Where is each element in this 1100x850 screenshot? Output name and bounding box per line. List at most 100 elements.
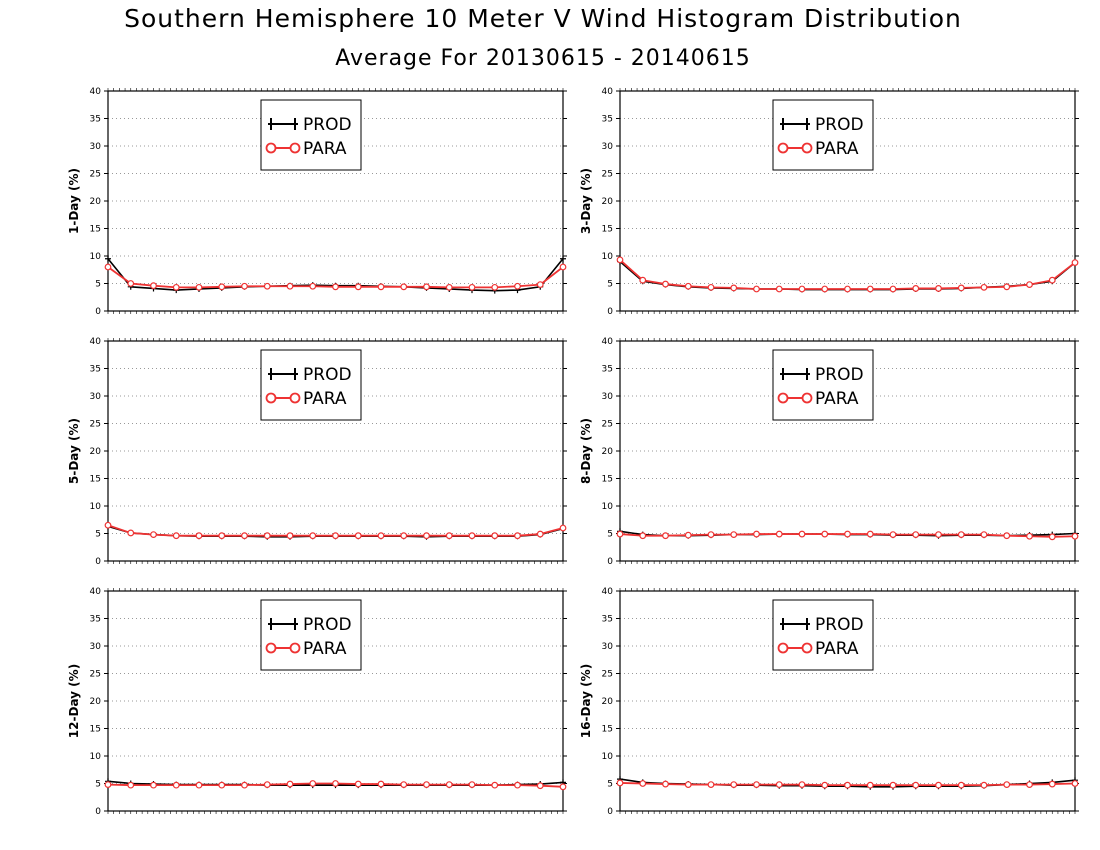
- data-point-para: [935, 285, 942, 292]
- data-point-para: [1026, 532, 1033, 540]
- data-point-para: [332, 283, 339, 291]
- data-point-para: [241, 532, 248, 540]
- data-point-para: [821, 285, 829, 293]
- y-tick-label: 40: [602, 87, 614, 97]
- y-tick-label: 5: [95, 530, 101, 540]
- data-point-para: [400, 532, 408, 540]
- y-tick-label: 20: [90, 697, 102, 707]
- legend-marker-para: [801, 142, 813, 154]
- y-tick-label: 30: [602, 392, 614, 402]
- data-point-para: [957, 284, 965, 292]
- y-axis-label: 1-Day (%): [67, 168, 81, 234]
- data-point-para: [150, 282, 157, 290]
- y-tick-label: 5: [95, 780, 101, 790]
- data-point-para: [559, 263, 567, 271]
- data-point-para: [1071, 780, 1079, 787]
- y-axis-label: 16-Day (%): [579, 664, 593, 738]
- data-point-para: [1071, 259, 1079, 267]
- legend-label-prod: PROD: [815, 365, 864, 385]
- y-tick-label: 5: [95, 280, 101, 290]
- data-point-para: [957, 781, 965, 789]
- data-point-para: [400, 283, 408, 291]
- data-point-para: [468, 532, 476, 540]
- legend-label-para: PARA: [303, 139, 347, 159]
- legend: PROD PARA: [260, 599, 362, 671]
- y-tick-label: 0: [607, 307, 613, 317]
- data-point-para: [514, 781, 521, 789]
- data-point-para: [286, 532, 294, 540]
- data-point-para: [127, 529, 135, 537]
- legend-label-para: PARA: [815, 639, 859, 659]
- data-point-para: [354, 283, 362, 291]
- data-point-para: [912, 285, 920, 292]
- data-point-para: [377, 532, 385, 540]
- legend-label-prod: PROD: [815, 115, 864, 135]
- data-point-prod: [560, 255, 566, 262]
- data-point-para: [332, 780, 339, 787]
- y-tick-label: 40: [90, 337, 102, 347]
- y-tick-label: 10: [602, 502, 614, 512]
- y-tick-label: 40: [602, 337, 614, 347]
- legend-box: [772, 599, 874, 671]
- data-point-prod: [105, 255, 111, 262]
- data-point-para: [309, 780, 317, 787]
- legend-box: [772, 349, 874, 421]
- data-point-para: [172, 283, 180, 291]
- legend: PROD PARA: [772, 349, 874, 421]
- data-point-para: [753, 285, 760, 293]
- data-point-para: [844, 530, 851, 538]
- legend-marker-para: [265, 142, 277, 154]
- data-point-para: [104, 521, 112, 529]
- data-point-para: [263, 282, 271, 290]
- data-point-para: [684, 531, 692, 539]
- data-point-para: [150, 781, 157, 789]
- data-point-para: [1048, 533, 1056, 541]
- data-point-para: [468, 781, 476, 788]
- data-point-para: [730, 531, 738, 538]
- data-point-para: [559, 524, 567, 532]
- y-axis-label: 12-Day (%): [67, 664, 81, 738]
- data-point-para: [866, 530, 874, 538]
- legend-marker-para: [777, 392, 789, 404]
- y-tick-label: 25: [90, 170, 101, 180]
- legend-label-para: PARA: [303, 639, 347, 659]
- data-point-para: [127, 781, 135, 789]
- data-point-para: [536, 530, 544, 538]
- y-tick-label: 20: [602, 447, 614, 457]
- y-tick-label: 10: [90, 502, 102, 512]
- data-point-para: [662, 532, 669, 540]
- data-point-para: [263, 532, 271, 540]
- y-tick-label: 10: [602, 752, 614, 762]
- data-point-para: [172, 532, 180, 540]
- data-point-para: [286, 282, 294, 290]
- y-tick-label: 35: [90, 615, 101, 625]
- data-point-para: [491, 283, 499, 291]
- y-tick-label: 15: [90, 225, 101, 235]
- data-point-para: [980, 531, 988, 538]
- y-tick-label: 30: [90, 142, 102, 152]
- y-tick-label: 35: [602, 115, 613, 125]
- legend-label-para: PARA: [815, 389, 859, 409]
- y-tick-label: 40: [90, 87, 102, 97]
- legend-box: [260, 349, 362, 421]
- y-tick-label: 30: [602, 142, 614, 152]
- data-point-para: [844, 781, 851, 789]
- data-point-para: [821, 530, 829, 538]
- y-tick-label: 20: [90, 197, 102, 207]
- data-point-para: [218, 781, 226, 789]
- data-point-para: [866, 285, 874, 293]
- data-point-para: [491, 781, 499, 789]
- data-point-para: [354, 780, 362, 788]
- y-tick-label: 5: [607, 280, 613, 290]
- data-point-para: [798, 285, 806, 293]
- y-tick-label: 40: [602, 587, 614, 597]
- legend-label-prod: PROD: [303, 365, 352, 385]
- data-point-para: [423, 532, 430, 540]
- data-point-para: [1003, 532, 1011, 540]
- data-point-para: [445, 283, 453, 291]
- legend-label-prod: PROD: [303, 115, 352, 135]
- y-tick-label: 25: [602, 420, 613, 430]
- data-point-para: [707, 781, 715, 788]
- y-tick-label: 35: [90, 115, 101, 125]
- data-point-para: [616, 256, 624, 264]
